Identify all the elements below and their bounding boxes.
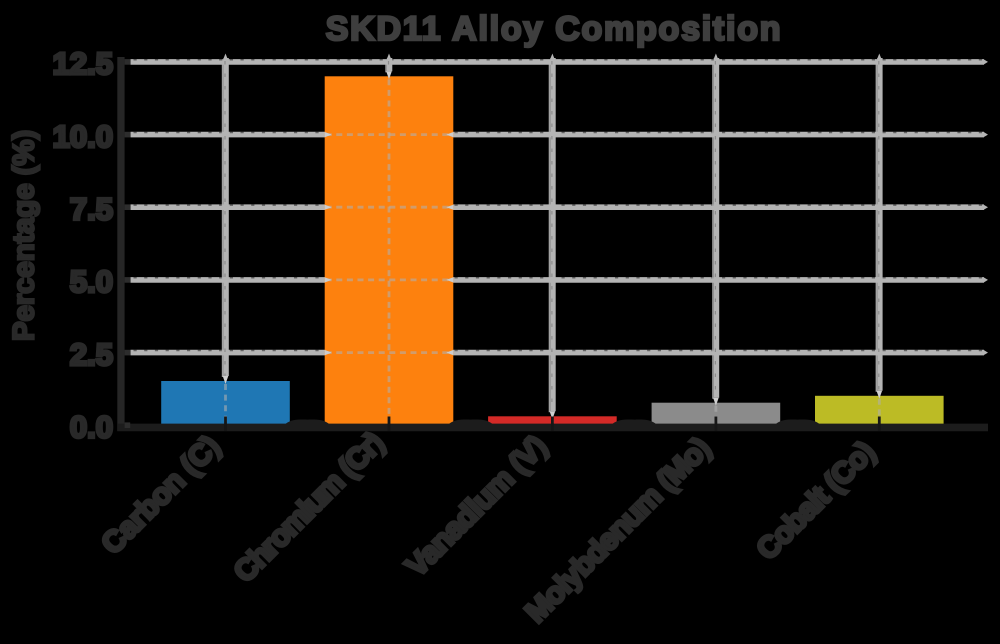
svg-text:2.5: 2.5 (70, 337, 113, 372)
svg-text:7.5: 7.5 (70, 192, 113, 227)
svg-text:5.0: 5.0 (70, 264, 113, 299)
svg-text:Percentage (%): Percentage (%) (8, 130, 41, 341)
svg-text:12.5: 12.5 (53, 46, 113, 81)
svg-text:0.0: 0.0 (70, 410, 113, 445)
svg-text:SKD11 Alloy Composition: SKD11 Alloy Composition (326, 10, 782, 48)
svg-text:10.0: 10.0 (53, 119, 113, 154)
